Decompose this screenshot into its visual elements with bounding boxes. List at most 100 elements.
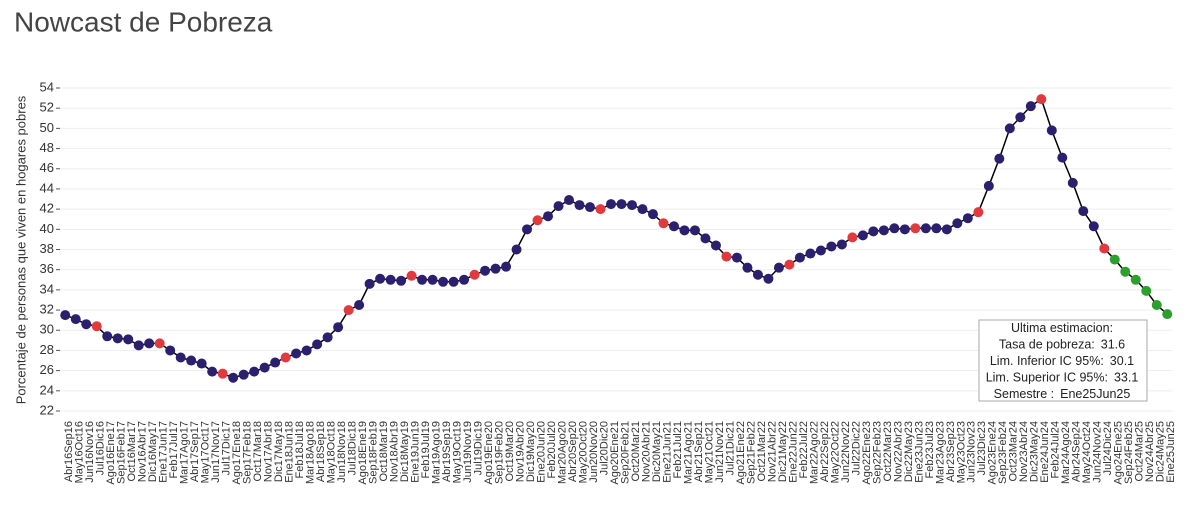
tooltip-line: Tasa de pobreza: 31.6	[999, 338, 1125, 352]
x-tick-label: Mar23Ago23	[934, 421, 946, 484]
data-point	[123, 334, 134, 345]
data-point	[501, 261, 512, 272]
x-tick-label: Jun20Nov20	[588, 421, 600, 483]
x-tick-label: Sep16Feb17	[116, 421, 128, 484]
x-tick-label: May22Oct22	[829, 421, 841, 483]
data-point	[836, 239, 847, 250]
tooltip-text: Lim. Inferior IC 95%:	[990, 354, 1104, 368]
x-tick-label: Oct22Mar23	[882, 421, 894, 482]
x-tick-label: Ene19Jun19	[409, 421, 421, 483]
data-point	[532, 215, 543, 226]
data-point	[973, 207, 984, 218]
data-point	[291, 348, 302, 359]
data-point	[742, 262, 753, 273]
data-point	[689, 225, 700, 236]
data-point	[647, 209, 658, 220]
x-tick-label: Feb19Jul19	[420, 421, 432, 479]
data-point	[952, 218, 963, 229]
data-point	[920, 223, 931, 234]
data-point	[637, 204, 648, 215]
x-tick-label: Dic21May22	[777, 421, 789, 482]
data-point	[805, 248, 816, 259]
x-tick-label: Jun18Nov18	[336, 421, 348, 483]
x-tick-label: Jun17Nov17	[210, 421, 222, 483]
data-point	[679, 225, 690, 236]
x-tick-label: Feb18Jul18	[294, 421, 306, 479]
data-point	[1057, 152, 1068, 163]
data-point	[962, 213, 973, 224]
x-tick-label: Nov16Abr17	[137, 421, 149, 482]
y-axis-title: Porcentaje de personas que viven en hoga…	[13, 95, 28, 404]
data-point	[931, 223, 942, 234]
y-tick-label: 32	[40, 302, 54, 317]
x-tick-label: Jul24Dic24	[1102, 421, 1114, 475]
data-point	[1162, 309, 1173, 320]
x-tick-label: Jun24Nov24	[1092, 421, 1104, 483]
tooltip-line: Semestre : Ene25Jun25	[994, 387, 1131, 401]
x-tick-label: Oct23Mar24	[1008, 421, 1020, 482]
data-point	[731, 252, 742, 263]
y-tick-label: 42	[40, 201, 54, 216]
y-tick-label: 40	[40, 221, 54, 236]
y-tick-label: 54	[40, 79, 54, 94]
data-point	[543, 211, 554, 222]
data-point	[784, 259, 795, 270]
x-tick-label: Ene25Jun25	[1165, 421, 1177, 483]
data-point	[459, 274, 470, 285]
data-point	[564, 195, 575, 206]
data-point	[1099, 243, 1110, 254]
x-tick-label: Nov22Abr23	[892, 421, 904, 482]
x-tick-label: Dic22May23	[903, 421, 915, 482]
data-point	[983, 180, 994, 191]
data-point	[112, 333, 123, 344]
x-tick-label: Dic19May20	[525, 421, 537, 482]
data-point	[1025, 101, 1036, 112]
x-tick-label: Sep20Feb21	[619, 421, 631, 484]
data-point	[1120, 266, 1131, 277]
data-point	[553, 201, 564, 212]
x-tick-label: Ene18Jun18	[284, 421, 296, 483]
y-tick-label: 24	[40, 382, 54, 397]
x-tick-label: Jul23Dic23	[976, 421, 988, 475]
x-tick-label: May23Oct23	[955, 421, 967, 483]
y-tick-label: 36	[40, 261, 54, 276]
y-tick-label: 44	[40, 180, 54, 195]
data-point	[1151, 300, 1162, 311]
x-tick-label: Nov24Abr25	[1144, 421, 1156, 482]
data-point	[1130, 274, 1141, 285]
x-tick-label: Jun22Nov22	[840, 421, 852, 483]
chart-title: Nowcast de Pobreza	[14, 6, 273, 37]
tooltip-line: Ultima estimacion:	[1011, 321, 1113, 335]
x-tick-label: Jul17Dic17	[221, 421, 233, 475]
data-point	[658, 218, 669, 229]
data-point	[385, 274, 396, 285]
x-tick-label: Mar20Ago20	[556, 421, 568, 484]
tooltip-text: Tasa de pobreza:	[999, 338, 1095, 352]
data-point	[899, 224, 910, 235]
tooltip-text: Ene25Jun25	[1060, 387, 1130, 401]
y-tick-label: 50	[40, 120, 54, 135]
x-tick-label: Ago22Ene23	[861, 421, 873, 485]
data-point	[322, 332, 333, 343]
x-tick-label: Oct24Mar25	[1134, 421, 1146, 482]
x-tick-label: Dic18May19	[399, 421, 411, 482]
data-point	[207, 366, 218, 377]
data-point	[354, 300, 365, 311]
data-point	[417, 274, 428, 285]
data-point	[343, 305, 354, 316]
data-point	[1036, 94, 1047, 105]
x-tick-label: Dic20May21	[651, 421, 663, 482]
x-tick-label: May20Oct20	[577, 421, 589, 483]
data-point	[889, 223, 900, 234]
data-point	[773, 262, 784, 273]
data-point	[91, 321, 102, 332]
x-tick-label: Mar24Ago24	[1060, 421, 1072, 484]
data-point	[406, 270, 417, 281]
data-point	[815, 245, 826, 256]
x-tick-label: Ene22Jun22	[787, 421, 799, 483]
x-tick-label: Oct17Mar18	[252, 421, 264, 482]
data-point	[196, 358, 207, 369]
data-point	[364, 278, 375, 289]
x-tick-label: Sep18Feb19	[368, 421, 380, 484]
x-tick-label: Abr22Sep22	[819, 421, 831, 482]
